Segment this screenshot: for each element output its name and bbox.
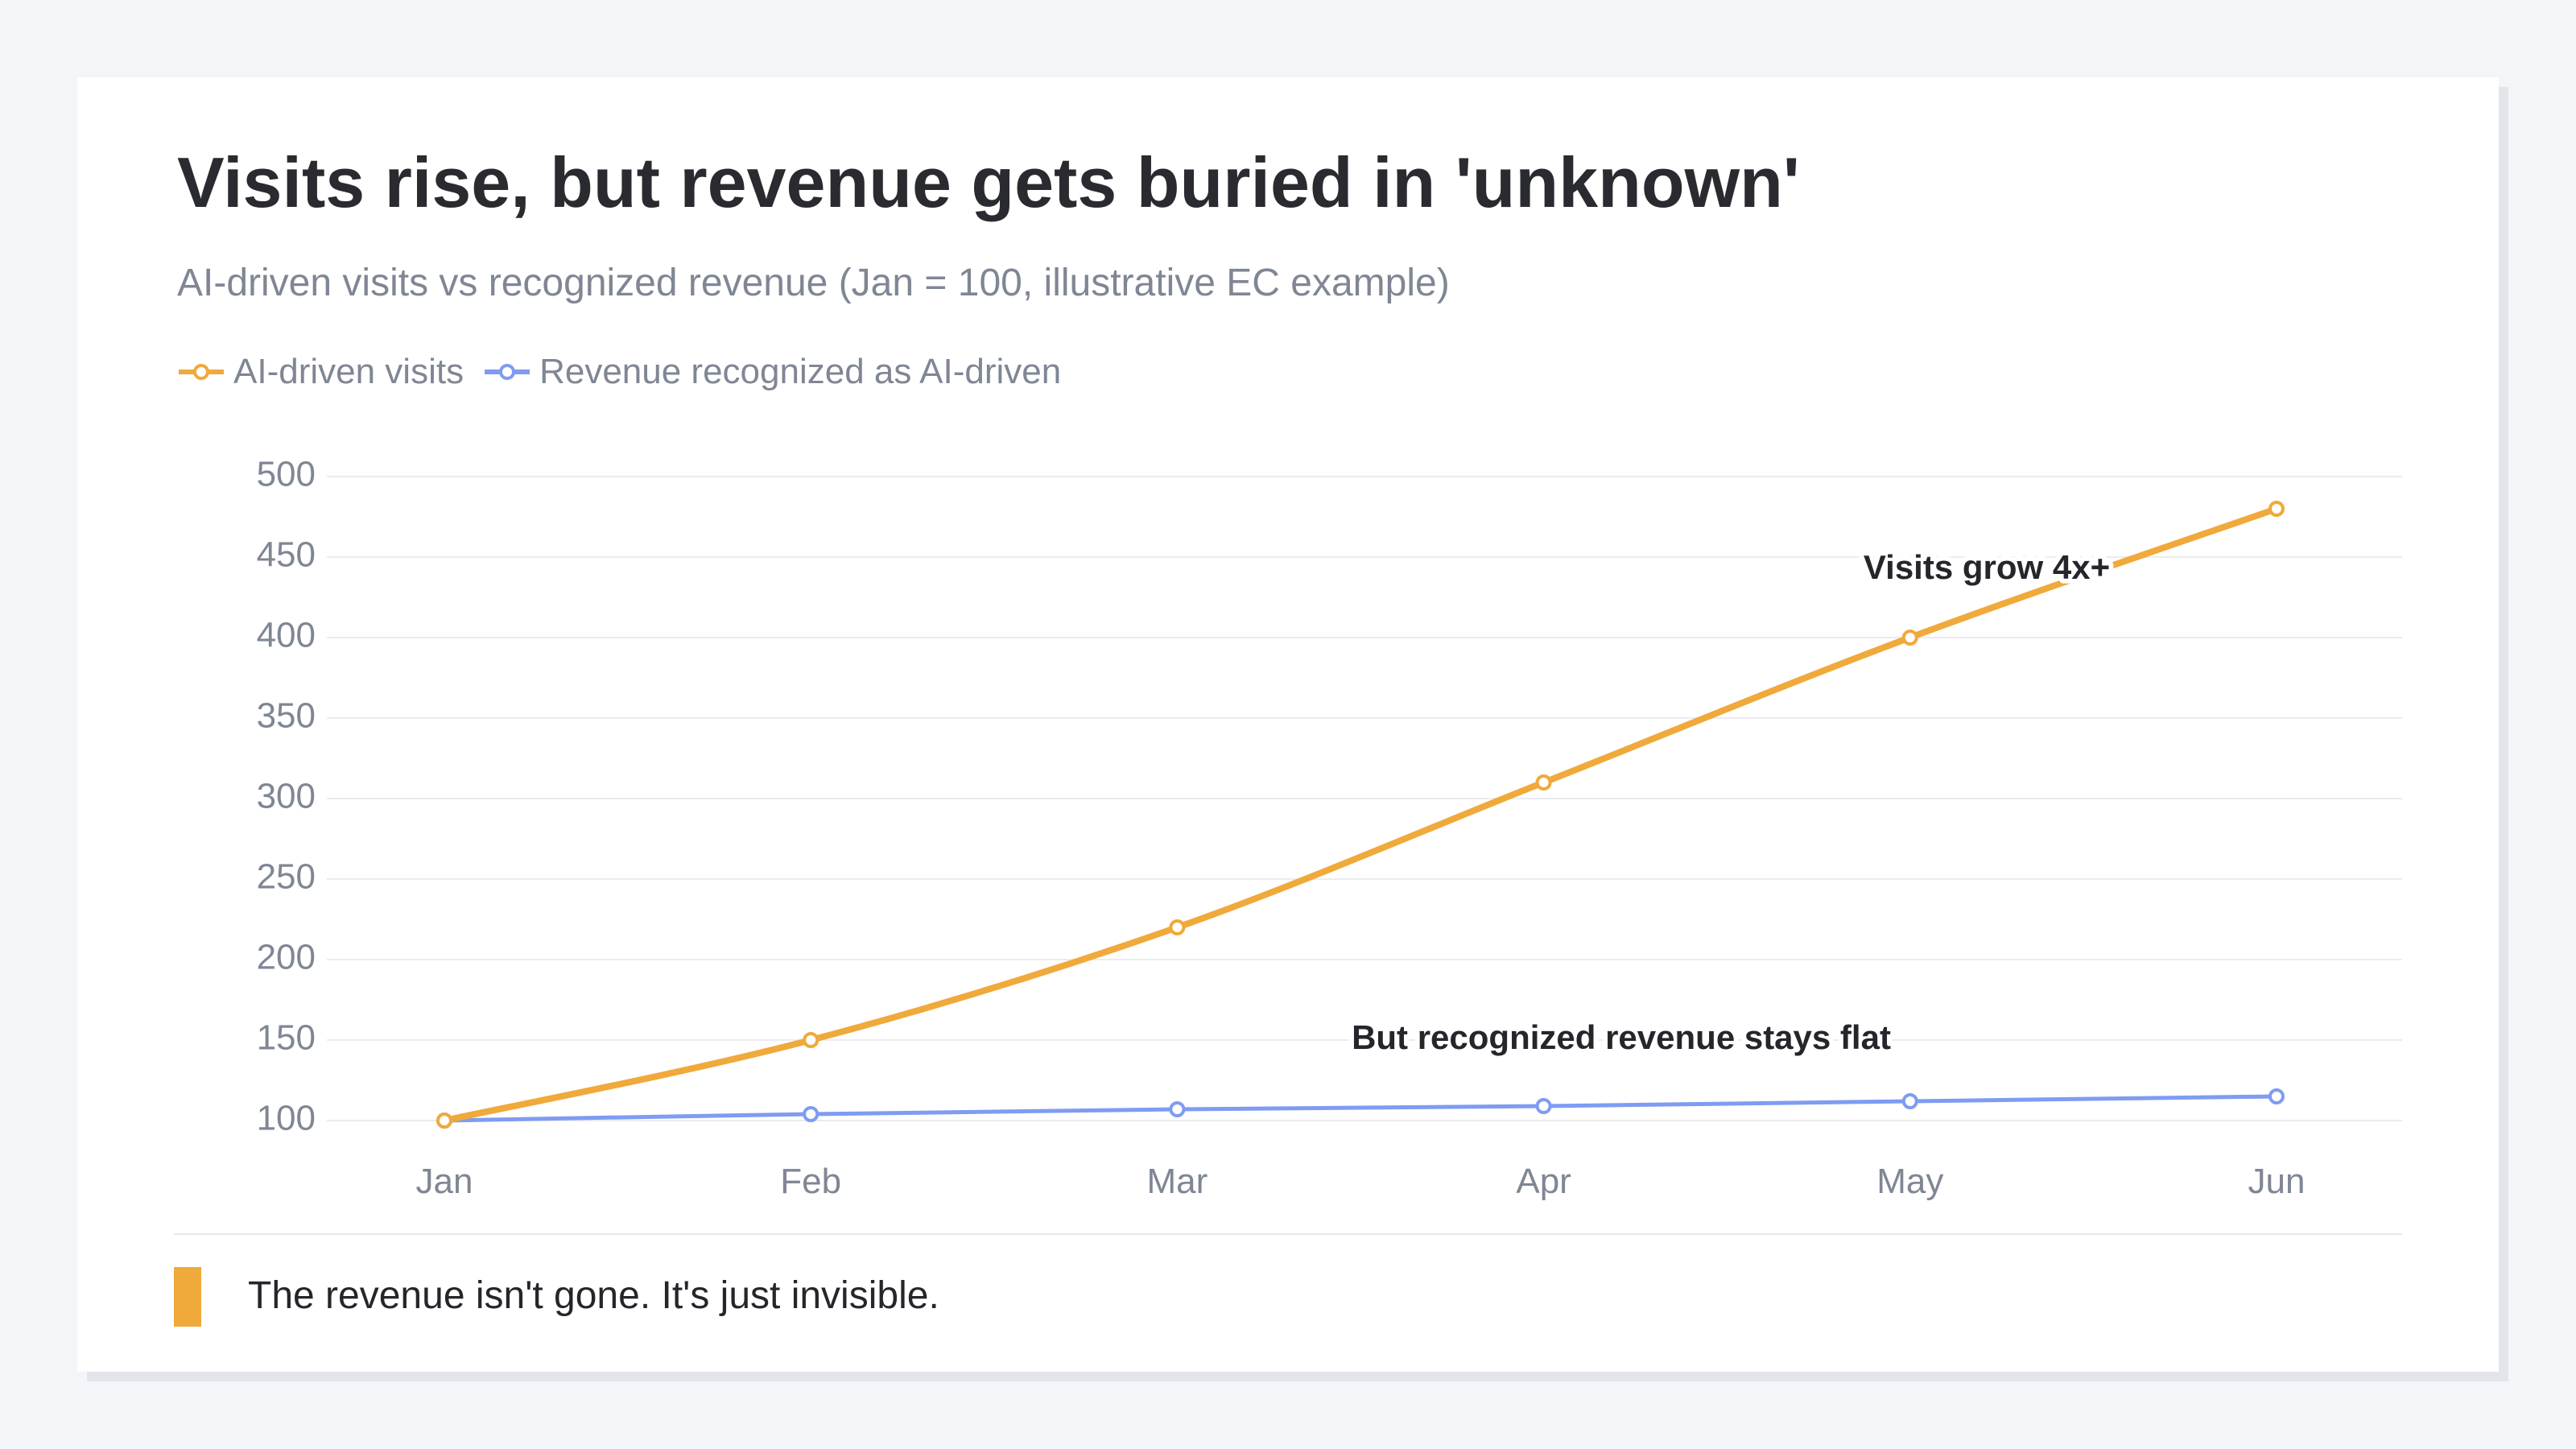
y-tick-label: 350 <box>257 696 316 736</box>
legend-line-circle-icon <box>179 364 224 380</box>
x-tick-label: Feb <box>780 1162 841 1201</box>
legend-swatch-marker <box>193 364 209 380</box>
chart-title: Visits rise, but revenue gets buried in … <box>177 142 1800 222</box>
footer-divider <box>174 1233 2402 1235</box>
y-tick-label: 400 <box>257 616 316 655</box>
data-point-visits <box>1535 774 1552 791</box>
y-tick-label: 450 <box>257 535 316 575</box>
y-tick-label: 150 <box>257 1018 316 1058</box>
legend-item-visits[interactable]: AI-driven visits <box>177 352 464 392</box>
x-tick-label: May <box>1876 1162 1943 1201</box>
chart-legend: AI-driven visits Revenue recognized as A… <box>177 348 1061 396</box>
x-tick-label: Jan <box>416 1162 473 1201</box>
data-point-revenue <box>1535 1098 1552 1114</box>
data-point-revenue <box>1901 1093 1918 1109</box>
legend-label-visits: AI-driven visits <box>233 352 464 391</box>
line-chart: 100 150 200 250 300 350 400 450 500 Jan Feb Mar Apr M… <box>257 455 2402 1201</box>
data-point-visits <box>803 1032 819 1048</box>
x-tick-label: Apr <box>1516 1162 1571 1201</box>
footer-accent-bar <box>174 1267 201 1327</box>
y-tick-label: 250 <box>257 857 316 897</box>
chart-subtitle: AI-driven visits vs recognized revenue (… <box>177 262 1450 304</box>
data-point-revenue <box>2268 1088 2285 1104</box>
legend-item-revenue[interactable]: Revenue recognized as AI-driven <box>483 352 1061 392</box>
data-point-visits <box>436 1113 452 1129</box>
chart-card: Visits rise, but revenue gets buried in … <box>77 77 2499 1372</box>
data-point-visits <box>1901 630 1918 646</box>
y-tick-label: 500 <box>257 455 316 494</box>
data-point-revenue <box>1169 1101 1186 1117</box>
legend-swatch-marker <box>499 364 516 380</box>
data-point-visits <box>2268 501 2285 517</box>
y-tick-label: 200 <box>257 938 316 977</box>
y-tick-label: 100 <box>257 1099 316 1138</box>
annotation-label: But recognized revenue stays flat <box>1352 1018 1891 1056</box>
x-tick-label: Jun <box>2248 1162 2306 1201</box>
data-point-revenue <box>803 1106 819 1122</box>
footer-caption: The revenue isn't gone. It's just invisi… <box>248 1274 939 1317</box>
series-line-revenue <box>442 1094 2279 1123</box>
annotation-label: Visits grow 4x+ <box>1864 548 2110 586</box>
data-point-visits <box>1169 919 1186 935</box>
y-tick-label: 300 <box>257 777 316 816</box>
x-tick-label: Mar <box>1147 1162 1208 1201</box>
legend-label-revenue: Revenue recognized as AI-driven <box>539 352 1062 391</box>
legend-line-circle-icon <box>485 364 530 380</box>
series-line-visits <box>441 506 2280 1124</box>
